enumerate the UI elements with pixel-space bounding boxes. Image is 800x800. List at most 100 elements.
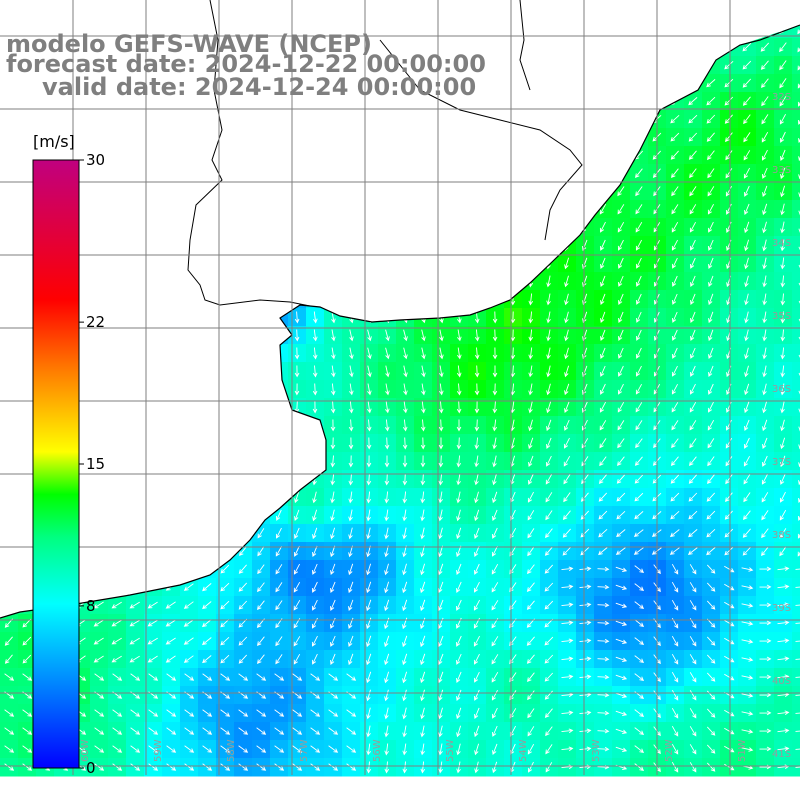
wind-arrow xyxy=(617,456,625,467)
wind-arrow xyxy=(724,583,735,591)
wind-arrow xyxy=(742,546,752,556)
wind-arrow xyxy=(238,673,249,681)
wind-arrow xyxy=(780,365,785,378)
wind-arrow xyxy=(598,528,608,538)
wind-arrow xyxy=(797,65,800,71)
wind-arrow xyxy=(724,546,734,556)
wind-arrow xyxy=(797,47,800,53)
wind-arrow xyxy=(635,221,643,233)
wind-arrow xyxy=(348,527,353,540)
wind-arrow xyxy=(292,727,303,735)
wind-arrow xyxy=(421,401,426,414)
wind-arrow xyxy=(183,601,194,609)
wind-arrow xyxy=(725,474,733,485)
wind-arrow xyxy=(779,42,787,53)
wind-arrow xyxy=(741,711,754,716)
wind-arrow xyxy=(671,402,679,413)
wind-arrow xyxy=(491,636,499,647)
wind-arrow xyxy=(4,763,15,771)
wind-arrow xyxy=(562,510,571,521)
wind-arrow xyxy=(366,761,372,774)
wind-arrow xyxy=(274,745,285,753)
wind-arrow xyxy=(635,239,642,251)
wind-arrow xyxy=(671,563,679,575)
wind-arrow xyxy=(742,78,752,88)
wind-arrow xyxy=(688,529,698,538)
wind-speed-cell xyxy=(792,398,800,417)
wind-arrow xyxy=(795,604,800,606)
wind-arrow xyxy=(420,599,426,612)
wind-arrow xyxy=(330,437,336,450)
wind-arrow xyxy=(744,383,750,396)
wind-arrow xyxy=(111,601,122,609)
wind-arrow xyxy=(473,689,480,701)
wind-speed-cell xyxy=(792,380,800,399)
wind-arrow xyxy=(581,438,589,449)
wind-arrow xyxy=(456,383,462,396)
wind-arrow xyxy=(670,150,679,160)
wind-arrow xyxy=(438,689,444,702)
wind-arrow xyxy=(275,545,283,557)
wind-arrow xyxy=(546,365,551,378)
wind-arrow xyxy=(617,257,624,269)
wind-arrow xyxy=(202,745,213,753)
wind-arrow xyxy=(420,527,425,540)
wind-arrow xyxy=(166,727,177,735)
wind-arrow xyxy=(708,275,714,287)
wind-arrow xyxy=(130,763,141,771)
wind-arrow xyxy=(220,636,230,646)
wind-arrow xyxy=(527,546,535,557)
wind-arrow xyxy=(294,383,300,396)
wind-arrow xyxy=(93,655,104,663)
wind-arrow xyxy=(741,567,754,572)
wind-arrow xyxy=(615,547,626,555)
wind-arrow xyxy=(779,473,786,485)
wind-arrow xyxy=(438,563,444,576)
wind-arrow xyxy=(420,491,426,504)
wind-arrow xyxy=(741,657,754,662)
wind-arrow xyxy=(779,546,787,557)
wind-arrow xyxy=(545,455,552,467)
wind-arrow xyxy=(312,365,318,378)
wind-arrow xyxy=(779,78,787,89)
wind-arrow xyxy=(780,293,786,306)
wind-arrow xyxy=(438,401,444,414)
wind-arrow xyxy=(545,762,553,773)
wind-arrow xyxy=(384,761,390,774)
wind-arrow xyxy=(238,564,247,574)
wind-arrow xyxy=(635,438,643,449)
wind-arrow xyxy=(292,745,303,753)
wind-arrow xyxy=(688,97,698,106)
wind-arrow xyxy=(724,78,734,88)
wind-arrow xyxy=(256,709,267,717)
wind-arrow xyxy=(795,568,800,570)
wind-arrow xyxy=(94,709,105,717)
wind-arrow xyxy=(724,114,733,124)
wind-arrow xyxy=(492,329,498,342)
wind-arrow xyxy=(561,620,574,626)
wind-arrow xyxy=(220,727,231,735)
wind-arrow xyxy=(238,709,249,717)
wind-arrow xyxy=(330,581,336,593)
wind-arrow xyxy=(527,743,535,755)
wind-arrow xyxy=(402,419,408,432)
wind-arrow xyxy=(777,656,790,661)
wind-arrow xyxy=(527,564,535,575)
wind-speed-cell xyxy=(792,92,800,111)
wind-arrow xyxy=(546,419,552,432)
wind-arrow xyxy=(615,728,628,734)
longitude-label: 57W xyxy=(299,739,310,762)
wind-arrow xyxy=(779,131,786,143)
wind-arrow xyxy=(777,710,790,715)
wind-arrow xyxy=(742,528,751,538)
wind-arrow xyxy=(617,186,625,197)
wind-arrow xyxy=(526,636,535,646)
wind-arrow xyxy=(402,491,408,504)
wind-arrow xyxy=(706,492,716,502)
wind-arrow xyxy=(671,329,678,341)
wind-arrow xyxy=(420,455,426,468)
wind-arrow xyxy=(618,311,624,323)
wind-arrow xyxy=(202,727,213,735)
wind-arrow xyxy=(348,437,354,450)
wind-arrow xyxy=(671,707,679,719)
